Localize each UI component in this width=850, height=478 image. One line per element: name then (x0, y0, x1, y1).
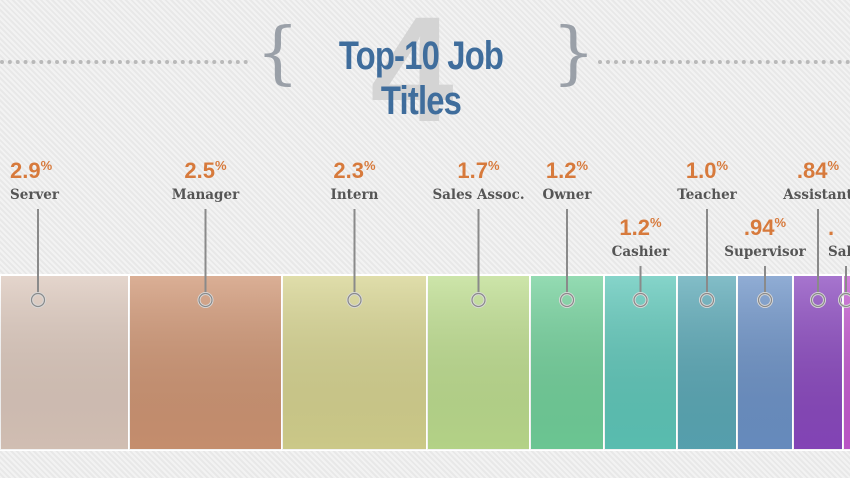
left-brace-icon: { (256, 14, 300, 93)
bar-shade-cashier (604, 275, 677, 450)
bar-shade-sal (843, 275, 850, 450)
title-area: 4 { } Top-10 Job Titles (0, 0, 850, 144)
connector-knob-ring-supervisor (757, 292, 773, 308)
value-label-supervisor: .94% (744, 215, 787, 240)
bar-shade-owner (530, 275, 604, 450)
value-label-teacher: 1.0% (686, 158, 729, 183)
value-label-manager: 2.5% (184, 158, 227, 183)
connector-knob-ring-owner (559, 292, 575, 308)
bar-shade-assistant (793, 275, 843, 450)
category-label-server: Server (10, 187, 60, 203)
bar-shade-server (0, 275, 129, 450)
category-label-manager: Manager (172, 187, 240, 203)
connector-knob-ring-cashier (633, 292, 648, 308)
connector-knob-ring-manager (198, 292, 213, 308)
value-label-intern: 2.3% (333, 158, 376, 183)
bar-shade-supervisor (737, 275, 793, 450)
connector-knob-ring-server (30, 292, 46, 308)
dotted-divider-right (598, 60, 850, 68)
value-label-server: 2.9% (10, 158, 53, 183)
background-number: 4 (370, 0, 454, 153)
category-label-sal: Sal (828, 244, 850, 260)
bar-shade-manager (129, 275, 282, 450)
category-label-owner: Owner (543, 187, 593, 203)
bar-shade-teacher (677, 275, 737, 450)
chart-title: Top-10 Job Titles (338, 34, 504, 123)
connector-knob-ring-sales-assoc (471, 292, 486, 308)
value-label-sales-assoc: 1.7% (457, 158, 500, 183)
connector-knob-ring-sal (838, 292, 850, 308)
connector-knob-ring-assistant (810, 292, 826, 308)
category-label-intern: Intern (331, 187, 379, 203)
right-brace-icon: } (552, 14, 596, 93)
connector-knob-ring-teacher (699, 292, 715, 308)
category-label-teacher: Teacher (677, 187, 737, 203)
category-label-supervisor: Supervisor (724, 244, 806, 260)
dotted-divider-left (0, 60, 248, 68)
bar-shade-sales-assoc (427, 275, 530, 450)
value-label-assistant: .84% (797, 158, 840, 183)
category-label-sales-assoc: Sales Assoc. (432, 187, 524, 203)
value-label-owner: 1.2% (546, 158, 589, 183)
category-label-assistant: Assistant (782, 187, 850, 203)
value-label-cashier: 1.2% (619, 215, 662, 240)
value-label-sal: . (828, 215, 834, 240)
category-label-cashier: Cashier (612, 244, 671, 260)
connector-knob-ring-intern (347, 292, 362, 308)
bar-shade-intern (282, 275, 427, 450)
